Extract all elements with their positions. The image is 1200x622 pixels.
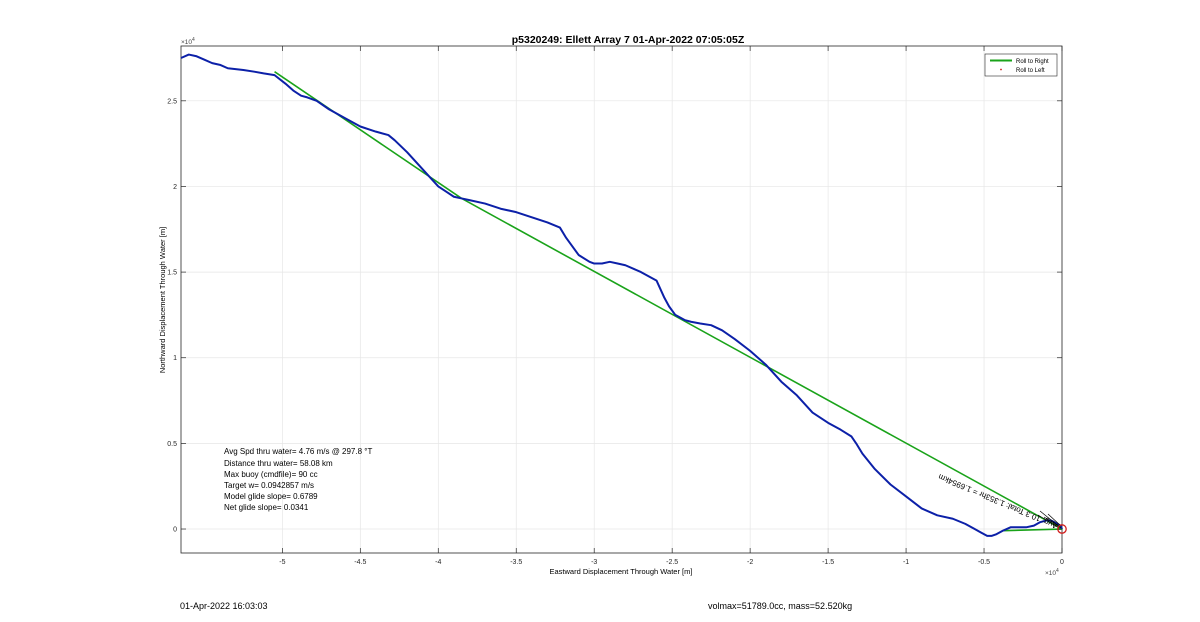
- svg-text:×104: ×104: [181, 37, 195, 46]
- y-exponent-base: ×10: [181, 39, 192, 46]
- x-axis-label: Eastward Displacement Through Water [m]: [550, 567, 693, 576]
- legend-swatch-roll-left: [1000, 68, 1002, 71]
- svg-text:×104: ×104: [1045, 568, 1059, 577]
- info-line-distance: Distance thru water= 58.08 km: [224, 459, 333, 468]
- x-tick-label: -1.5: [822, 559, 834, 566]
- info-line-net-glide: Net glide slope= 0.0341: [224, 503, 309, 512]
- x-tick-label: -2: [747, 559, 753, 566]
- y-exponent-power: 4: [192, 37, 195, 43]
- rotated-annotation: Avg: 10.3 Total: 1.353hr = 1.6954km: [937, 472, 1059, 531]
- info-line-max-buoy: Max buoy (cmdfile)= 90 cc: [224, 470, 318, 479]
- legend: Roll to Right Roll to Left: [984, 53, 1058, 77]
- y-tick-labels: 0 0.5 1 1.5 2 2.5: [167, 98, 177, 533]
- x-tick-labels: -5 -4.5 -4 -3.5 -3 -2.5 -2 -1.5 -1 -0.5 0: [279, 559, 1064, 566]
- x-tick-label: -2.5: [666, 559, 678, 566]
- y-tick-label: 1: [173, 355, 177, 362]
- heading-arrow: [1047, 513, 1062, 527]
- footer-timestamp: 01-Apr-2022 16:03:03: [180, 601, 268, 611]
- heading-arrows: [1037, 510, 1062, 529]
- chart-title: p5320249: Ellett Array 7 01-Apr-2022 07:…: [512, 34, 745, 46]
- info-line-avg-speed: Avg Spd thru water= 4.76 m/s @ 297.8 °T: [224, 447, 372, 456]
- series-line-track-thru-water: [180, 53, 1063, 537]
- end-marker: [1057, 524, 1067, 534]
- x-exponent-power: 4: [1056, 568, 1059, 574]
- x-tick-label: -3: [591, 559, 597, 566]
- y-exponent: ×104: [181, 37, 195, 46]
- y-tick-label: 2: [173, 184, 177, 191]
- x-tick-label: -3.5: [510, 559, 522, 566]
- x-tick-label: -4.5: [354, 559, 366, 566]
- info-line-model-glide: Model glide slope= 0.6789: [224, 492, 318, 501]
- x-exponent-base: ×10: [1045, 570, 1056, 577]
- y-tick-label: 1.5: [167, 270, 177, 277]
- y-tick-label: 0.5: [167, 441, 177, 448]
- heading-arrow: [1037, 514, 1060, 529]
- x-exponent: ×104: [1045, 568, 1059, 577]
- x-tick-label: -5: [279, 559, 285, 566]
- x-tick-label: -0.5: [978, 559, 990, 566]
- info-line-target-w: Target w= 0.0942857 m/s: [224, 481, 314, 490]
- legend-label-roll-right: Roll to Right: [1016, 59, 1049, 65]
- x-tick-label: -1: [903, 559, 909, 566]
- plot-frame: [180, 45, 1063, 554]
- info-text: Avg Spd thru water= 4.76 m/s @ 297.8 °T …: [224, 447, 372, 512]
- y-axis-label: Northward Displacement Through Water [m]: [158, 227, 167, 373]
- x-tick-label: 0: [1060, 559, 1064, 566]
- legend-label-roll-left: Roll to Left: [1016, 68, 1045, 74]
- y-tick-label: 0: [173, 527, 177, 534]
- axis-ticks: [181, 46, 1063, 553]
- heading-arrow: [1043, 516, 1061, 528]
- x-tick-label: -4: [435, 559, 441, 566]
- footer-vol-mass: volmax=51789.0cc, mass=52.520kg: [708, 601, 853, 611]
- series-line-roll-to-right: [274, 71, 1063, 532]
- y-tick-label: 2.5: [167, 98, 177, 105]
